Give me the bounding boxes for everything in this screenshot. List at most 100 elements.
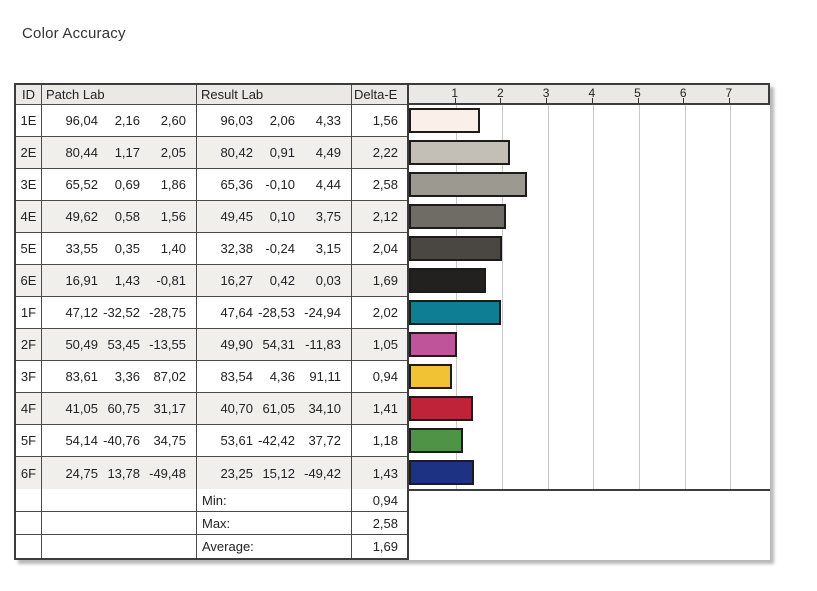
result-l-value: 23,25 [220, 465, 253, 481]
patch-id-cell: 6F [16, 457, 42, 489]
result-l-value: 96,03 [220, 113, 253, 128]
result-l-value: 80,42 [220, 145, 253, 160]
axis-tick-label: 2 [497, 86, 504, 100]
axis-tick-label: 4 [588, 86, 596, 100]
delta-e-bar-chart [409, 105, 770, 491]
patch-b-value: 34,75 [153, 433, 186, 448]
patch-l-value: 50,49 [65, 337, 98, 352]
result-b-value: 34,10 [308, 401, 341, 416]
axis-tick-mark [546, 98, 548, 103]
result-b-value: 4,44 [315, 177, 341, 192]
empty-cell [16, 535, 42, 558]
patch-l-value: 54,14 [65, 433, 98, 448]
patch-b-value: 1,40 [160, 241, 186, 256]
patch-b-value: -13,55 [149, 337, 186, 352]
patch-lab-cell: 33,55 0,35 1,40 [42, 233, 197, 264]
result-lab-cell: 23,25 15,12 -49,42 [197, 457, 352, 489]
result-lab-cell: 49,90 54,31 -11,83 [197, 329, 352, 360]
empty-cell [16, 512, 42, 534]
patch-lab-cell: 41,05 60,75 31,17 [42, 393, 197, 424]
chart-gridline [456, 105, 458, 489]
result-b-value: 4,33 [315, 113, 341, 128]
patch-a-value: 60,75 [107, 401, 140, 416]
delta-e-cell: 2,04 [372, 241, 398, 256]
axis-tick-label: 5 [634, 86, 641, 100]
patch-lab-cell: 50,49 53,45 -13,55 [42, 329, 197, 360]
summary-label: Min: [197, 489, 352, 511]
patch-b-value: 1,56 [160, 209, 186, 224]
axis-tick-mark [637, 98, 639, 103]
patch-id-cell: 3E [16, 169, 42, 200]
table-header-row: ID Patch Lab Result Lab Delta-E [16, 85, 407, 105]
result-lab-cell: 65,36 -0,10 4,44 [197, 169, 352, 200]
summary-label: Average: [197, 535, 352, 558]
empty-cell [16, 489, 42, 511]
column-header-id: ID [16, 85, 42, 104]
patch-id-cell: 1F [16, 297, 42, 328]
table-body: 1E 96,04 2,16 2,60 96,03 2,06 4,33 1,56 2E 8… [16, 105, 407, 489]
chart-gridline [501, 105, 503, 489]
table-row: 3E 65,52 0,69 1,86 65,36 -0,10 4,44 2,58 [16, 169, 407, 201]
summary-row: Average: 1,69 [16, 535, 407, 558]
patch-a-value: 0,69 [114, 177, 140, 192]
delta-e-bar-4F [409, 396, 473, 421]
delta-e-cell: 1,05 [352, 329, 407, 360]
delta-e-bar-3F [409, 364, 452, 389]
axis-tick-mark [683, 98, 685, 103]
patch-a-value: 53,45 [107, 337, 140, 352]
delta-e-bar-5F [409, 428, 463, 453]
delta-e-cell: 1,41 [352, 393, 407, 424]
patch-a-value: 3,36 [114, 369, 140, 384]
delta-e-bar-1F [409, 300, 501, 325]
patch-l-value: 47,12 [65, 305, 98, 320]
patch-b-value: 31,17 [153, 401, 186, 416]
color-accuracy-report-panel: ID Patch Lab Result Lab Delta-E 1E 96,04… [14, 83, 770, 560]
axis-tick-mark [728, 98, 730, 103]
table-row: 3F 83,61 3,36 87,02 83,54 4,36 91,11 0,94 [16, 361, 407, 393]
delta-e-bar-2F [409, 332, 457, 357]
chart-gridline [730, 105, 732, 489]
result-a-value: 0,10 [269, 209, 295, 224]
result-b-value: 3,75 [315, 209, 341, 224]
delta-e-bar-3E [409, 172, 527, 197]
result-b-value: 4,49 [315, 145, 341, 160]
table-row: 5F 54,14 -40,76 34,75 53,61 -42,42 37,72 1,1… [16, 425, 407, 457]
delta-e-bar-5E [409, 236, 502, 261]
result-a-value: 61,05 [262, 401, 295, 416]
page-title: Color Accuracy [22, 25, 126, 42]
table-row: 1E 96,04 2,16 2,60 96,03 2,06 4,33 1,56 [16, 105, 407, 137]
table-summary: Min: 0,94 Max: 2,58 Average: 1,69 [16, 489, 407, 558]
axis-tick-label: 1 [451, 86, 459, 100]
axis-tick-mark [591, 98, 593, 103]
summary-label: Max: [197, 512, 352, 534]
result-lab-cell: 47,64 -28,53 -24,94 [197, 297, 352, 328]
patch-a-value: 13,78 [107, 465, 140, 481]
result-lab-cell: 49,45 0,10 3,75 [197, 201, 352, 232]
table-row: 2F 50,49 53,45 -13,55 49,90 54,31 -11,83 1,0… [16, 329, 407, 361]
delta-e-cell: 2,22 [352, 137, 407, 168]
result-l-value: 49,90 [220, 337, 253, 352]
column-header-result-lab: Result Lab [197, 85, 352, 104]
delta-e-cell: 1,43 [352, 457, 407, 489]
chart-gridline [547, 105, 549, 489]
result-a-value: 4,36 [269, 369, 295, 384]
table-row: 2E 80,44 1,17 2,05 80,42 0,91 4,49 2,22 [16, 137, 407, 169]
patch-l-value: 65,52 [65, 177, 98, 192]
empty-cell [42, 489, 197, 511]
patch-id-cell: 3F [16, 361, 42, 392]
patch-lab-cell: 83,61 3,36 87,02 [42, 361, 197, 392]
table-row: 4F 41,05 60,75 31,17 40,70 61,05 34,10 1,41 [16, 393, 407, 425]
patch-id-cell: 6E [16, 265, 42, 296]
result-lab-cell: 53,61 -42,42 37,72 [197, 425, 352, 456]
patch-l-value: 33,55 [65, 241, 98, 256]
patch-id-cell: 2F [16, 329, 42, 360]
patch-id-cell: 2E [16, 137, 42, 168]
result-l-value: 16,27 [220, 273, 253, 288]
result-l-value: 32,38 [220, 241, 253, 256]
axis-tick-mark [454, 98, 456, 103]
result-a-value: -42,42 [258, 433, 295, 448]
chart-gridline [684, 105, 686, 489]
patch-id-cell: 1E [16, 105, 42, 136]
result-l-value: 47,64 [220, 305, 253, 320]
patch-lab-cell: 65,52 0,69 1,86 [42, 169, 197, 200]
